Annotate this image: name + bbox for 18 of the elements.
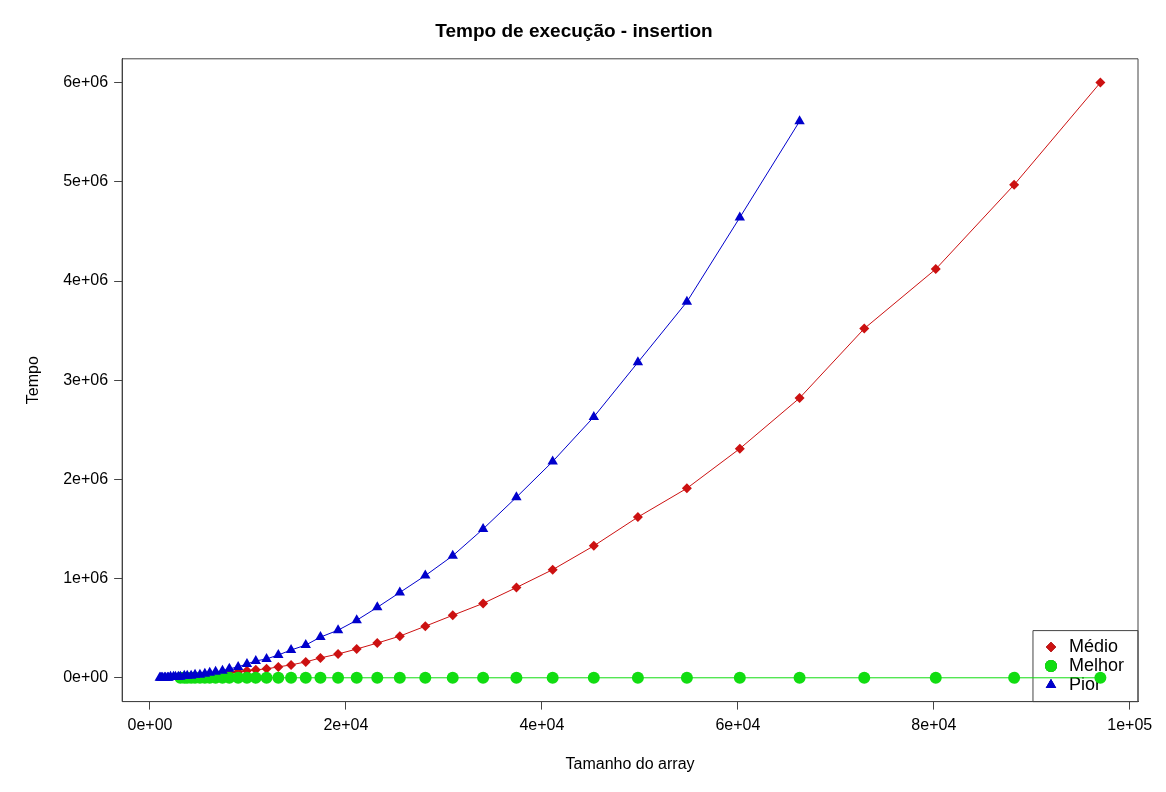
x-tick-label: 4e+04 xyxy=(519,715,565,733)
x-axis-title: Tamanho do array xyxy=(565,754,695,772)
legend-label: Melhor xyxy=(1068,655,1125,676)
legend-label: Médio xyxy=(1068,636,1119,657)
y-tick-label: 3e+06 xyxy=(63,370,109,388)
y-tick-label: 4e+06 xyxy=(63,271,109,289)
x-tick-label: 1e+05 xyxy=(1107,715,1153,733)
y-tick-label: 2e+06 xyxy=(63,469,109,487)
y-tick-label: 1e+06 xyxy=(63,569,109,586)
x-tick-label: 6e+04 xyxy=(715,715,761,733)
y-tick-label: 0e+00 xyxy=(63,668,109,686)
x-tick-label: 2e+04 xyxy=(323,715,369,733)
x-tick-label: 0e+00 xyxy=(127,715,173,733)
y-axis-title: Tempo xyxy=(24,356,42,405)
x-tick-label: 8e+04 xyxy=(911,715,957,733)
chart-title: Tempo de execução - insertion xyxy=(435,19,713,41)
y-tick-label: 6e+06 xyxy=(63,73,109,91)
y-tick-label: 5e+06 xyxy=(63,172,109,190)
